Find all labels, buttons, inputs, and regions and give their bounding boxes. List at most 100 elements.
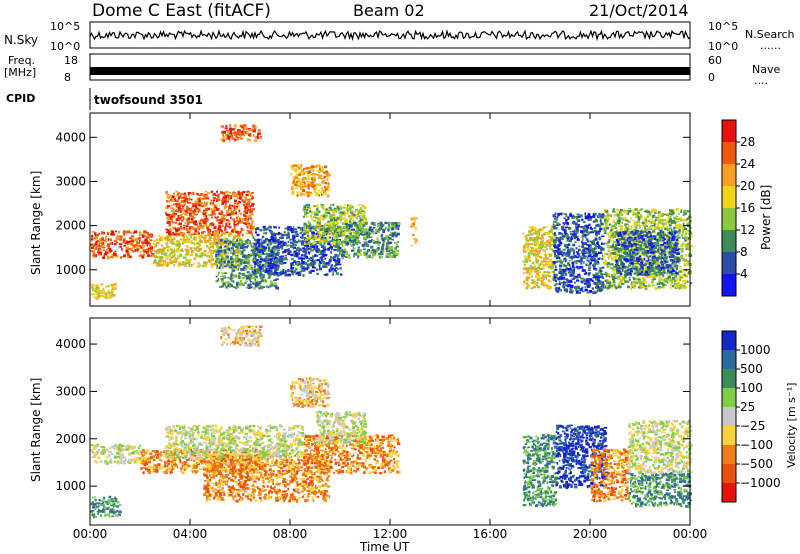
range-cell [291,168,295,171]
range-cell [264,279,267,282]
range-cell [597,282,600,286]
range-cell [220,243,222,247]
range-cell [394,241,397,244]
range-cell [156,242,160,244]
range-cell [209,260,211,263]
range-cell [583,272,587,275]
range-cell [304,237,306,239]
range-cell [592,273,596,277]
range-cell [333,225,336,228]
range-cell [377,224,381,227]
range-cell [165,264,169,267]
range-cell [215,242,219,244]
range-cell [128,248,132,251]
range-cell [236,133,239,136]
range-cell [217,241,221,243]
range-cell [198,243,201,247]
range-cell [117,230,121,234]
range-cell [348,229,350,232]
range-cell [574,233,577,236]
range-cell [324,257,327,260]
range-cell [252,273,256,276]
range-cell [211,233,214,236]
range-cell [590,231,592,234]
range-cell [552,278,556,282]
range-cell [594,237,597,241]
range-cell [534,255,538,259]
range-cell [243,243,246,246]
range-cell [173,253,176,256]
range-cell [224,238,226,241]
range-cell [149,239,153,242]
range-cell [123,245,126,247]
range-cell [131,237,134,241]
range-cell [301,169,304,172]
range-cell [173,198,176,200]
range-cell [127,241,130,244]
range-cell [338,242,341,245]
range-cell [567,237,569,240]
range-cell [225,286,228,289]
range-cell [94,243,98,246]
range-cell [240,130,244,133]
range-cell [591,264,594,267]
range-cell [587,226,589,229]
range-cell [196,245,200,249]
range-cell [556,256,560,259]
range-cell [325,186,328,189]
range-cell [598,237,601,241]
range-cell [254,128,256,130]
range-cell [189,247,193,250]
range-cell [136,244,139,248]
range-cell [267,277,271,279]
range-cell [541,228,544,231]
range-cell [170,260,174,264]
range-cell [319,174,323,177]
range-cell [191,203,195,205]
range-cell [335,259,339,262]
range-cell [357,220,359,224]
range-cell [379,222,383,225]
range-cell [342,251,346,254]
range-cell [373,249,377,253]
range-cell [305,231,309,233]
range-cell [167,229,169,232]
range-cell [397,225,400,227]
range-cell [589,263,591,266]
range-cell [541,277,544,280]
range-cell [523,250,528,253]
range-cell [114,242,117,246]
range-cell [584,278,587,281]
range-cell [270,280,272,282]
range-cell [144,241,149,245]
range-cell [525,235,527,238]
range-cell [270,270,273,272]
range-cell [307,220,310,222]
range-cell [233,274,237,278]
range-cell [234,207,238,209]
range-cell [356,225,360,229]
range-cell [218,199,221,201]
range-cell [550,248,554,251]
range-cell [335,227,339,231]
range-cell [180,216,185,219]
range-cell [182,240,185,243]
range-cell [235,257,239,259]
range-cell [270,236,274,239]
range-cell [562,281,566,284]
range-cell [285,249,290,252]
range-cell [199,196,202,199]
range-cell [239,230,242,234]
range-cell [580,257,583,260]
range-cell [166,193,170,196]
range-cell [198,249,201,253]
range-cell [208,235,212,238]
range-cell [364,220,367,223]
range-cell [253,265,256,268]
range-cell [574,281,576,284]
range-cell [533,263,536,265]
range-cell [227,239,229,242]
range-cell [288,250,291,253]
range-cell [136,241,139,245]
range-cell [229,204,232,206]
